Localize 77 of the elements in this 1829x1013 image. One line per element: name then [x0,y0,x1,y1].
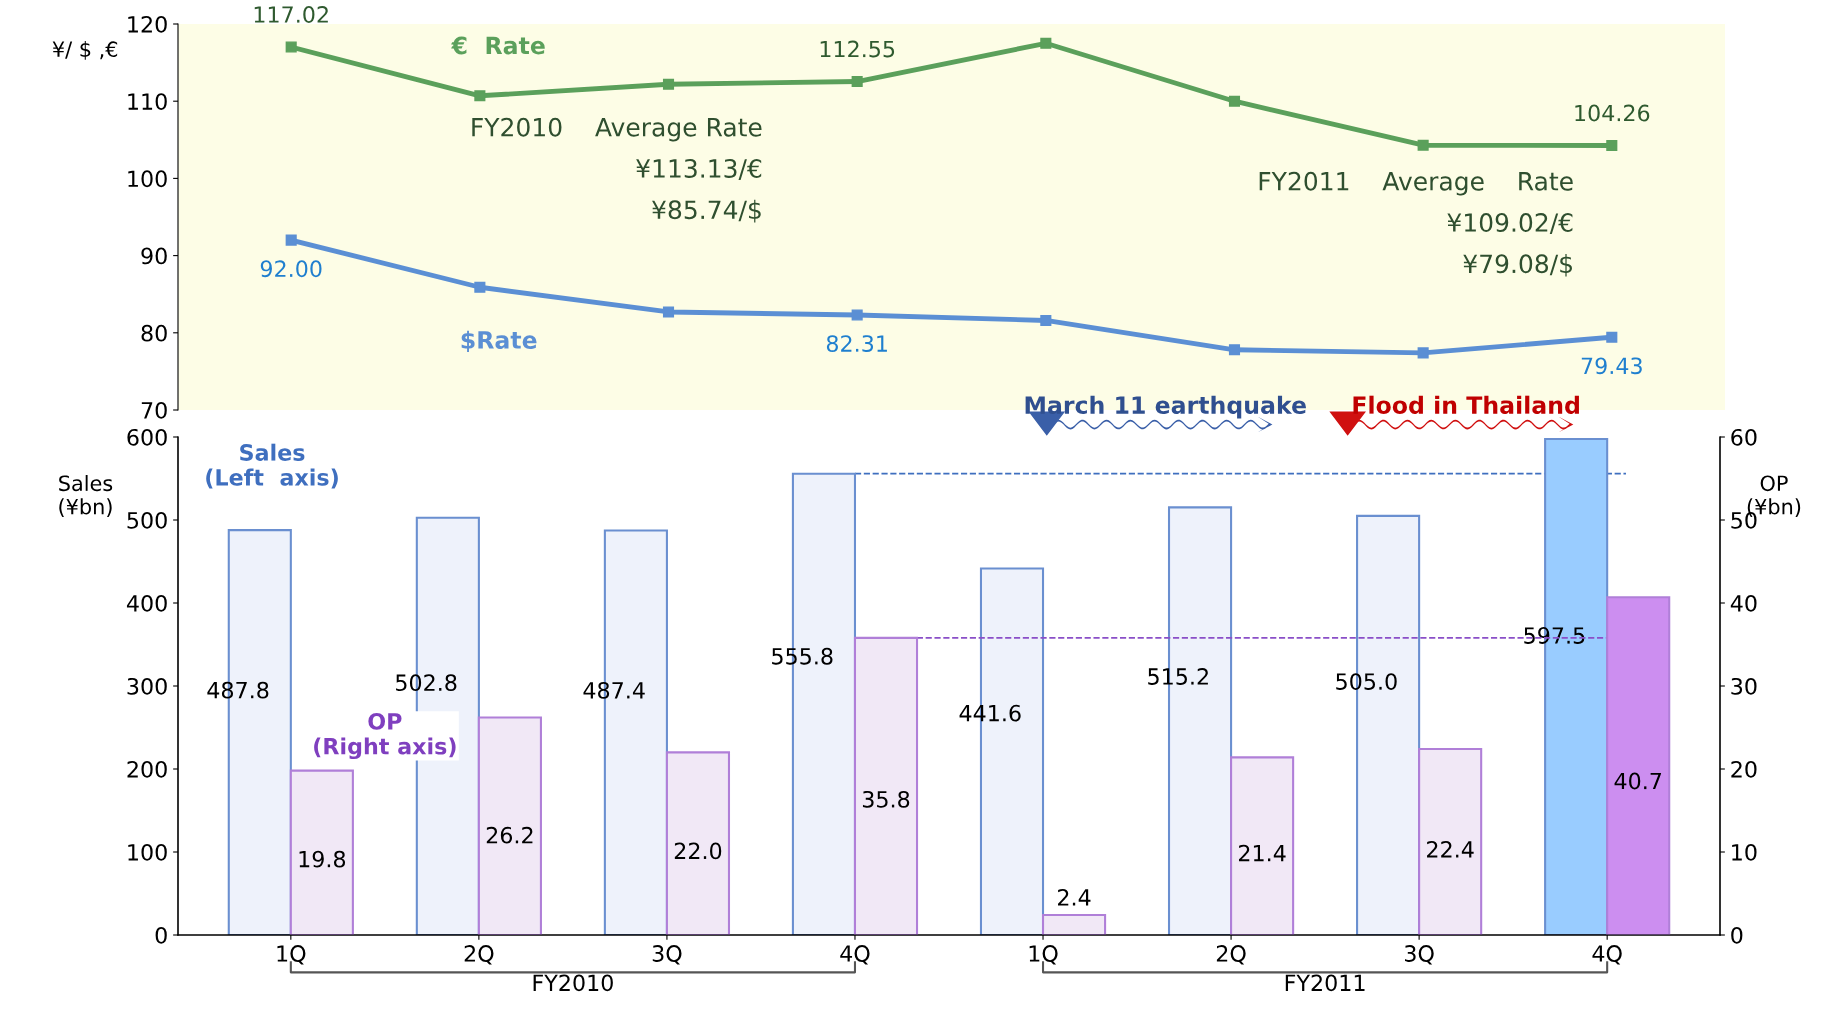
point [1228,95,1241,107]
y-tick-label: 110 [128,93,167,110]
y2-tick-label: 40 [1730,594,1757,612]
annotation: Flood in Thailand [1353,395,1579,414]
y2-tick-label: 10 [1732,843,1757,861]
data-label: 40.7 [1614,772,1662,790]
point [1040,314,1052,327]
point [1040,37,1052,49]
data-label: 82.31 [826,335,887,352]
point [1228,344,1241,356]
y-tick-label: 100 [128,843,167,861]
data-label: 487.8 [207,681,269,699]
data-label: 19.8 [299,850,346,868]
y-tick-label: 400 [126,594,167,612]
annotation: March 11 earthquake [1025,395,1306,419]
data-label: 597.5 [1524,627,1585,644]
annotation: FY2011 Average Rate ¥109.02/€ ¥79.08/$ [1259,171,1573,277]
x-tick-label: 2Q [1216,945,1246,965]
x-tick-label: 4Q [1592,945,1622,965]
point [1417,347,1429,359]
point [474,281,486,293]
data-label: 104.26 [1575,104,1650,122]
text: FY2010 [533,974,613,992]
x-tick-label: 4Q [840,945,870,965]
x-tick-label: 2Q [464,945,494,965]
point [285,41,297,53]
y-axis-title: Sales (¥bn) [59,475,113,517]
y-tick-label: 70 [141,401,167,419]
data-label: 112.55 [820,40,895,58]
data-label: 22.4 [1427,840,1474,858]
y2-tick-label: 60 [1731,428,1757,446]
data-label: 21.4 [1238,844,1286,862]
data-label: 26.2 [486,826,533,844]
point [474,90,486,102]
point [1606,331,1618,343]
point [1606,139,1618,152]
x-tick-label: 3Q [652,945,682,965]
data-label: 35.8 [862,790,910,808]
series-label: € Rate [451,36,545,55]
y-tick-label: 0 [155,926,167,944]
y2-tick-label: 0 [1731,926,1743,944]
text: Sales (Left axis) [206,443,338,489]
data-label: 441.6 [959,704,1021,722]
y2-tick-label: 30 [1731,677,1757,695]
point [662,306,675,318]
y2-tick-label: 20 [1731,760,1757,778]
data-label: 117.02 [254,6,328,23]
point [851,309,863,321]
y-tick-label: 600 [127,428,167,446]
point [285,234,297,246]
point [851,75,863,88]
y-axis-title: ¥/ $ ,€ [52,40,118,60]
x-tick-label: 3Q [1405,945,1434,965]
y-tick-label: 300 [127,677,167,695]
y-tick-label: 90 [141,247,167,265]
data-label: 515.2 [1148,668,1208,685]
data-label: 555.8 [772,647,833,665]
y-tick-label: 80 [141,324,167,342]
y-tick-label: 200 [127,760,167,778]
x-tick-label: 1Q [277,945,306,965]
data-label: 505.0 [1336,673,1397,690]
y-tick-label: 100 [128,170,167,188]
data-label: 487.4 [583,681,645,699]
data-label: 502.8 [396,674,457,692]
data-label: 2.4 [1058,888,1091,906]
series-label: $Rate [461,330,537,353]
series-label: OP (Right axis) [314,712,456,760]
data-label: 92.00 [260,260,322,278]
point [1417,139,1429,151]
data-label: 79.43 [1581,357,1642,375]
x-tick-label: 1Q [1029,945,1058,965]
data-label: 22.0 [674,842,722,860]
y-tick-label: 500 [127,511,167,529]
annotation: FY2010 Average Rate ¥113.13/€ ¥85.74/$ [472,117,762,223]
text: FY2011 [1285,974,1365,992]
y-tick-label: 120 [128,15,167,33]
point [662,78,675,90]
